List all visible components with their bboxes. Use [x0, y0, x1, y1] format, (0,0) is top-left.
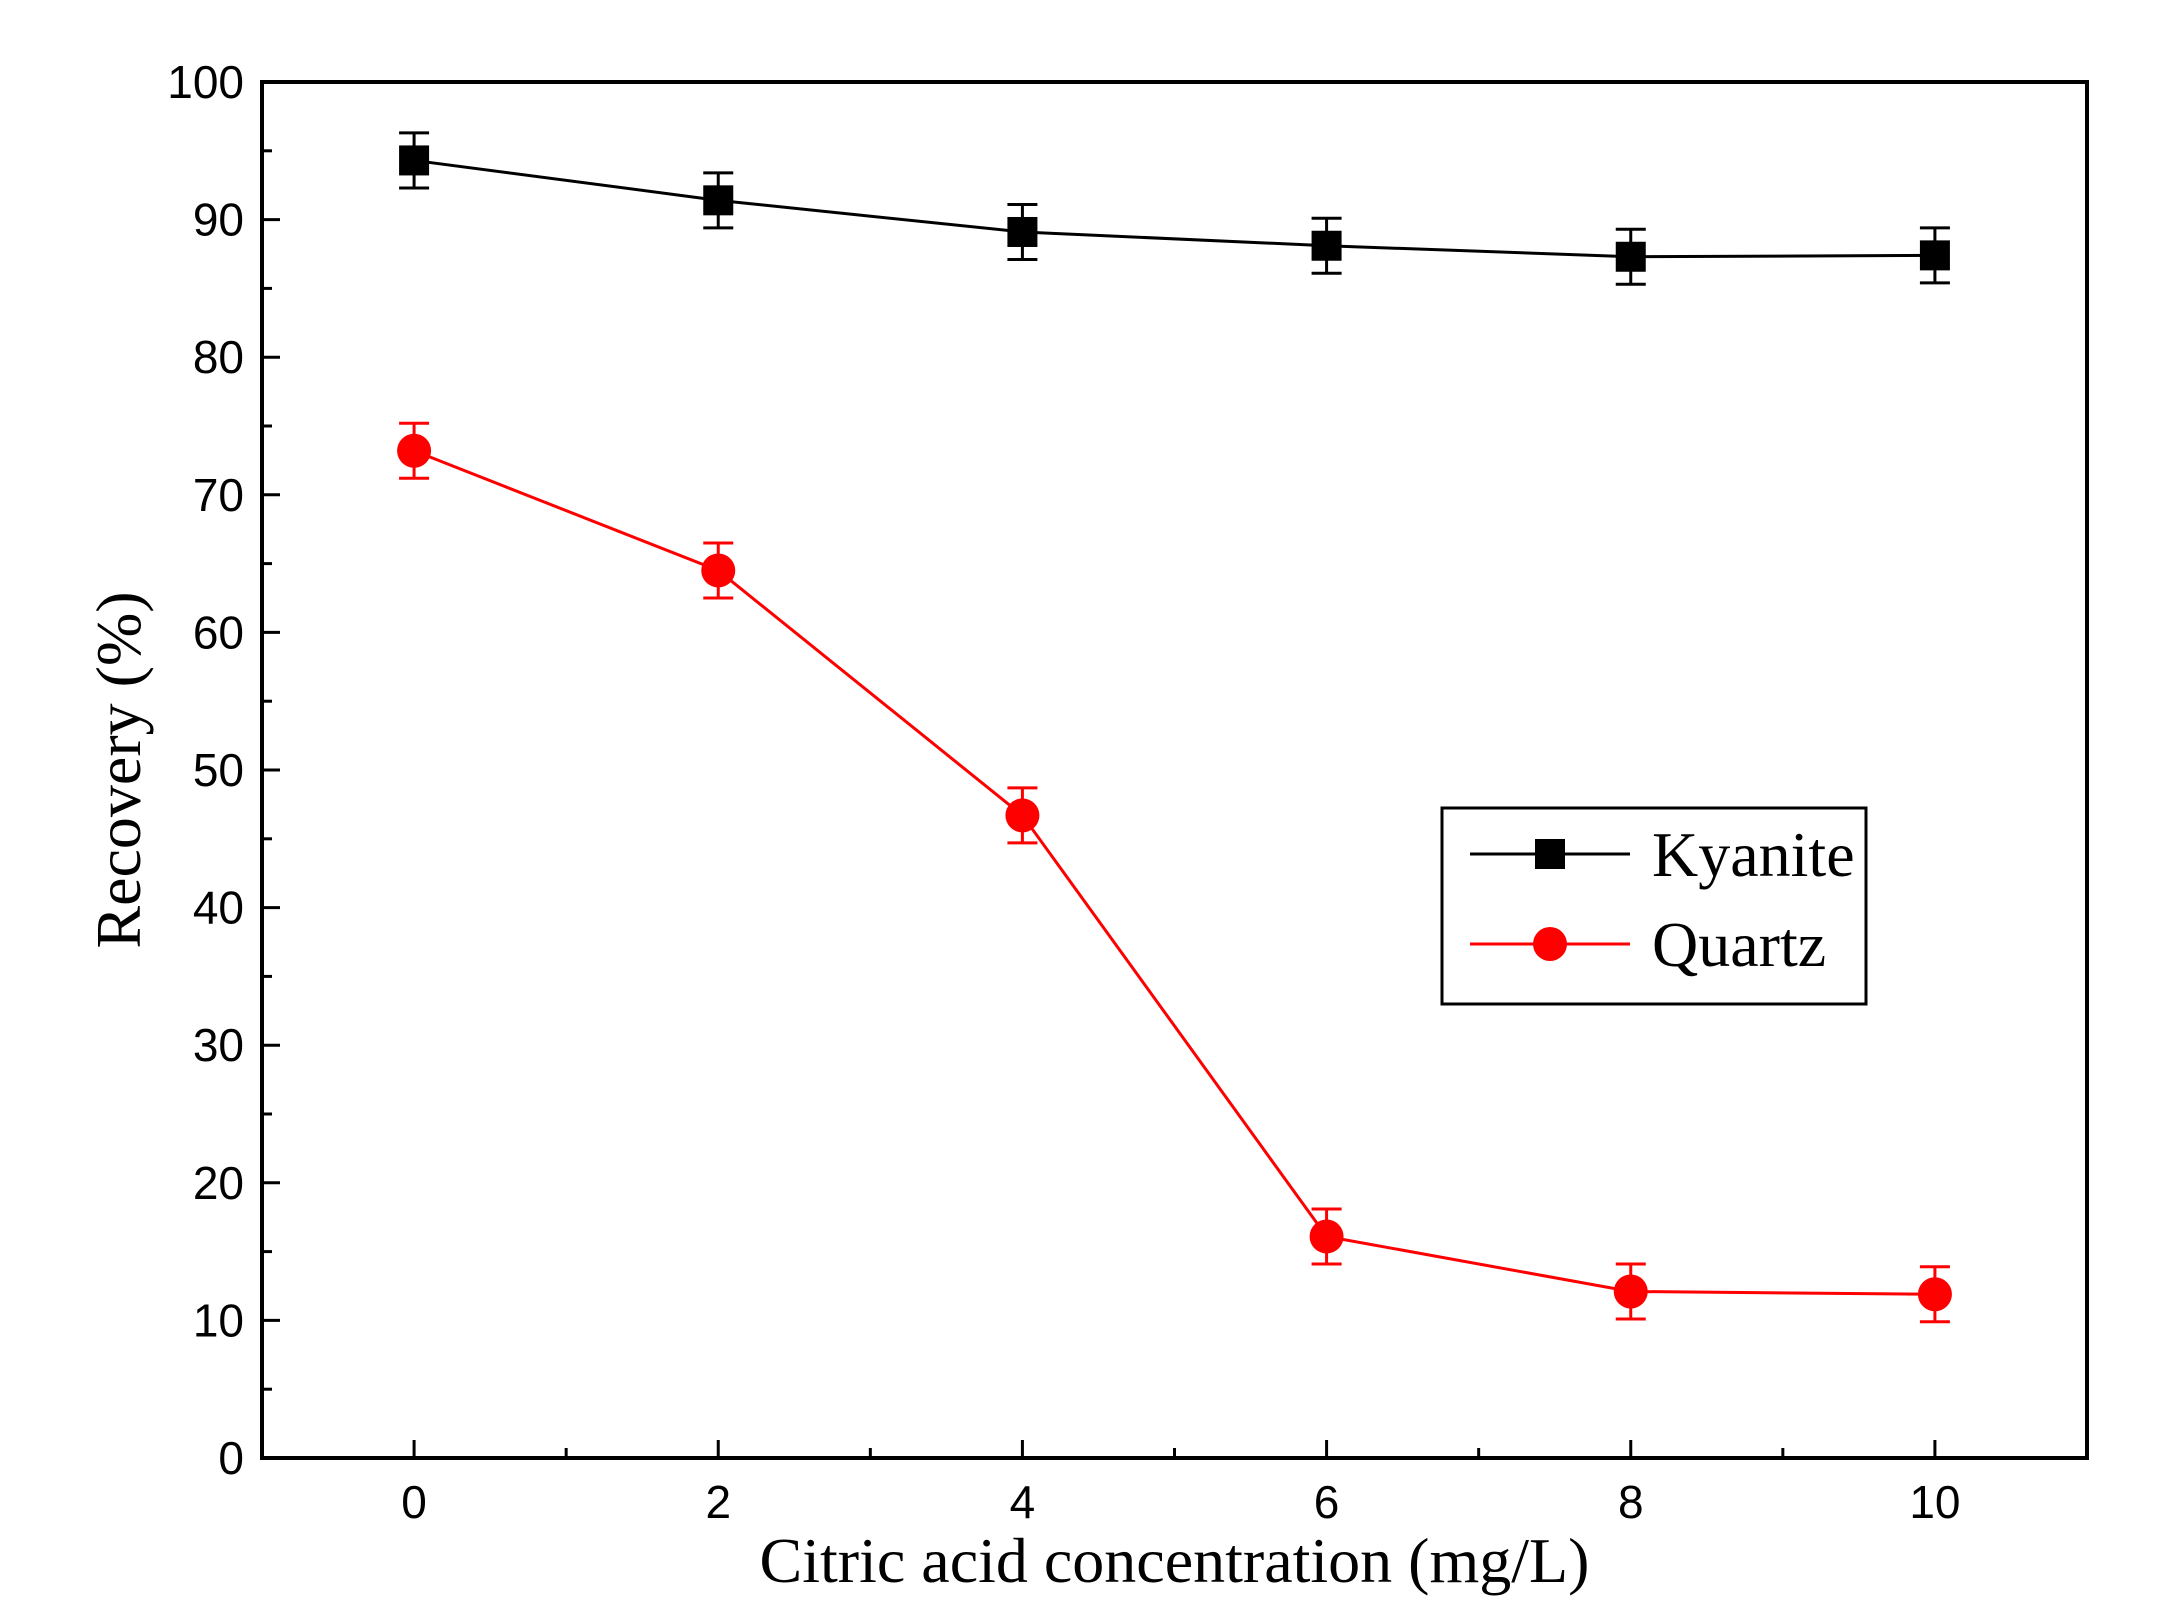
- x-tick-label: 0: [401, 1476, 427, 1528]
- y-tick-label: 70: [193, 469, 244, 521]
- y-tick-label: 80: [193, 331, 244, 383]
- series-kyanite: [399, 131, 1950, 286]
- y-tick-label: 90: [193, 194, 244, 246]
- y-tick-label: 0: [218, 1432, 244, 1484]
- data-point: [1615, 241, 1646, 272]
- legend-item-quartz: Quartz: [1470, 909, 1826, 980]
- y-tick-label: 40: [193, 882, 244, 934]
- x-tick-label: 2: [705, 1476, 731, 1528]
- y-tick-label: 100: [167, 56, 244, 108]
- y-tick-label: 50: [193, 744, 244, 796]
- y-tick-label: 30: [193, 1019, 244, 1071]
- plot-frame: [260, 80, 2089, 1460]
- legend-marker: [1533, 927, 1567, 961]
- legend-frame: [1440, 806, 1868, 1006]
- y-tick-label: 20: [193, 1157, 244, 1209]
- data-point: [1007, 216, 1038, 247]
- data-point: [399, 145, 430, 176]
- data-point: [1919, 240, 1950, 271]
- data-point: [1311, 230, 1342, 261]
- data-point: [703, 185, 734, 216]
- series-line: [413, 158, 1935, 259]
- legend-item-kyanite: Kyanite: [1470, 819, 1855, 890]
- data-series: [397, 131, 1952, 1324]
- series-line: [413, 449, 1935, 1296]
- y-tick-label: 60: [193, 606, 244, 658]
- data-point: [701, 553, 736, 588]
- legend-marker: [1535, 839, 1565, 869]
- x-tick-label: 6: [1314, 1476, 1340, 1528]
- y-tick-label: 10: [193, 1294, 244, 1346]
- x-tick-label: 4: [1010, 1476, 1036, 1528]
- legend: Kyanite Quartz: [1440, 806, 1868, 1006]
- x-axis-title: Citric acid concentration (mg/L): [760, 1525, 1590, 1596]
- x-tick-label: 8: [1618, 1476, 1644, 1528]
- data-point: [397, 433, 432, 468]
- x-tick-label: 10: [1909, 1476, 1960, 1528]
- legend-label: Kyanite: [1652, 819, 1855, 890]
- data-point: [1309, 1219, 1344, 1254]
- series-quartz: [397, 421, 1952, 1324]
- y-axis-title: Recovery (%): [83, 591, 154, 948]
- legend-label: Quartz: [1652, 909, 1826, 980]
- data-point: [1005, 798, 1040, 833]
- data-point: [1613, 1274, 1648, 1309]
- data-point: [1917, 1277, 1952, 1312]
